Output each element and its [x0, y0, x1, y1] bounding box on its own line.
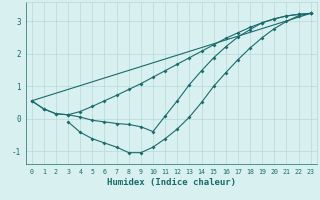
X-axis label: Humidex (Indice chaleur): Humidex (Indice chaleur)	[107, 178, 236, 187]
